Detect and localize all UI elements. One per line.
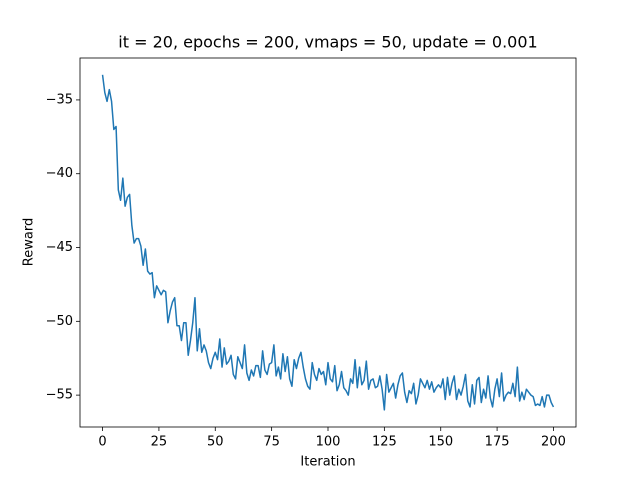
- x-tick-label: 150: [428, 435, 453, 450]
- line-series: [101, 74, 555, 411]
- x-axis-label: Iteration: [300, 455, 355, 470]
- x-tick-label: 100: [316, 435, 341, 450]
- x-tick-label: 0: [98, 435, 106, 450]
- x-tick-label: 75: [263, 435, 280, 450]
- x-tick-label: 200: [541, 435, 566, 450]
- y-axis-label: Reward: [22, 218, 37, 266]
- plot-frame: [79, 57, 577, 428]
- y-tick-label: −50: [46, 314, 73, 329]
- y-tick-label: −45: [46, 240, 73, 255]
- x-tick-label: 50: [207, 435, 224, 450]
- y-tick-label: −40: [46, 166, 73, 181]
- y-tick-label: −35: [46, 92, 73, 107]
- x-tick-label: 25: [151, 435, 168, 450]
- x-tick-label: 125: [372, 435, 397, 450]
- chart-title: it = 20, epochs = 200, vmaps = 50, updat…: [118, 33, 537, 52]
- x-tick-label: 175: [485, 435, 510, 450]
- y-tick-label: −55: [46, 388, 73, 403]
